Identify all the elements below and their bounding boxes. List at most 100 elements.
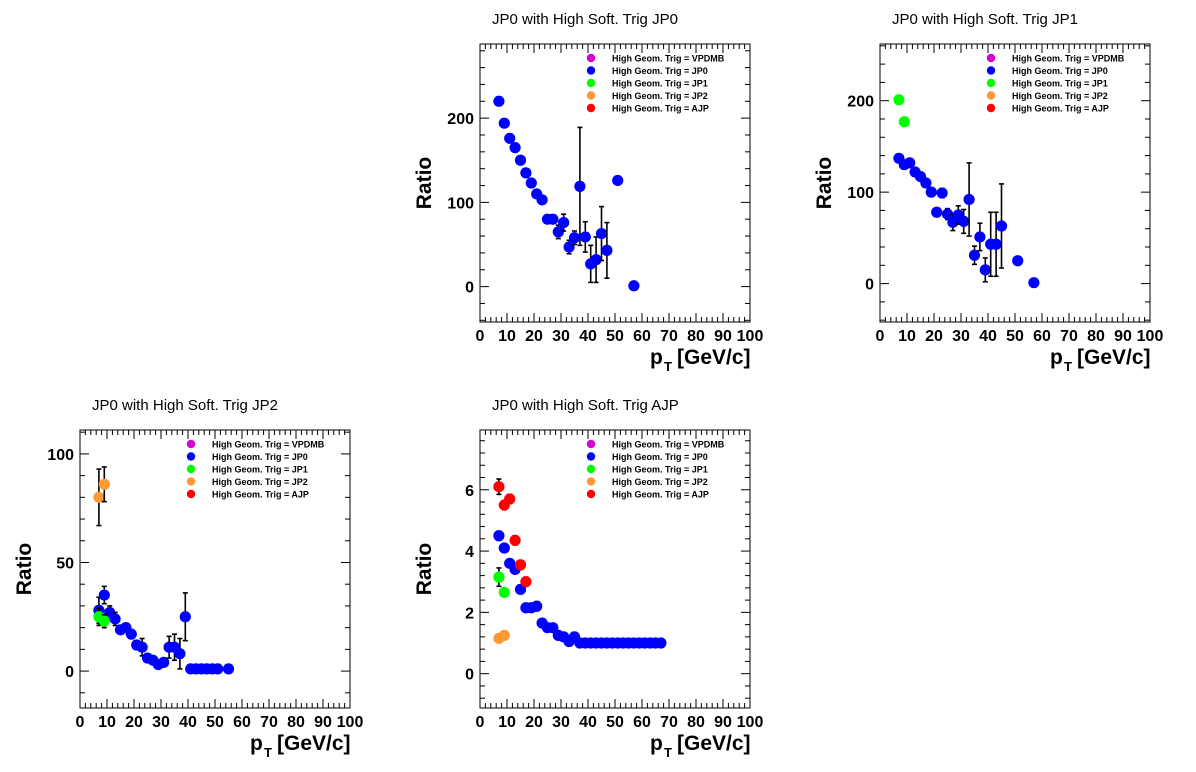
x-tick-label: 100 (737, 328, 764, 345)
data-point (222, 663, 235, 675)
legend-marker (586, 66, 596, 75)
x-tick-label: 60 (233, 714, 251, 731)
chart-title: JP0 with High Soft. Trig JP1 (892, 11, 1078, 28)
chart-svg: JP0 with High Soft. Trig JP1 0 10 20 30 40 50 6… (813, 11, 1163, 374)
chart-panel-jp1: JP0 with High Soft. Trig JP1 0 10 20 30 40 50 6… (800, 0, 1196, 386)
data-point (493, 95, 505, 107)
x-axis-label-unit: [GeV/c] (277, 732, 351, 755)
x-tick-label: 60 (633, 714, 651, 731)
x-tick-label: 20 (125, 714, 143, 731)
x-axis-label-main: p (250, 732, 263, 755)
legend-marker (186, 464, 196, 474)
data-point (498, 117, 510, 129)
data-point (628, 280, 640, 292)
legend-marker (586, 452, 596, 461)
x-axis-label-subscript: T (264, 745, 272, 760)
x-tick-label: 40 (579, 328, 597, 345)
y-tick-label: 50 (56, 555, 74, 572)
y-axis-label: Ratio (813, 157, 836, 210)
data-series (93, 585, 235, 675)
data-point (136, 641, 148, 653)
data-point (595, 227, 608, 240)
chart-panel-ajp: JP0 with High Soft. Trig AJP 0 10 20 30 40 50 6… (400, 386, 800, 772)
data-point (514, 154, 527, 166)
x-tick-label: 30 (552, 714, 570, 731)
legend: High Geom. Trig = VPDMB High Geom. Trig =… (186, 440, 325, 500)
chart-panel-jp0: JP0 with High Soft. Trig JP0 0 10 20 30 40 50 6… (400, 0, 800, 386)
x-tick-label: 40 (979, 328, 997, 345)
x-axis-label: p T [GeV/c] (650, 732, 751, 760)
data-point (514, 559, 527, 571)
legend-entry-label: High Geom. Trig = VPDMB (612, 440, 725, 450)
legend-entry-label: High Geom. Trig = JP0 (612, 66, 708, 76)
data-point (990, 238, 1002, 250)
legend-marker (186, 452, 196, 461)
y-tick-label: 0 (465, 667, 474, 684)
x-axis-label-subscript: T (664, 745, 672, 760)
x-tick-label: 70 (1060, 328, 1078, 345)
x-axis-label-unit: [GeV/c] (677, 732, 751, 755)
x-tick-label: 50 (606, 714, 624, 731)
legend-marker (586, 489, 596, 499)
data-point (498, 542, 510, 554)
x-tick-label: 10 (898, 328, 916, 345)
data-point (579, 231, 591, 243)
data-point (904, 157, 916, 169)
legend-entry-label: High Geom. Trig = JP0 (612, 452, 708, 462)
x-tick-label: 70 (660, 328, 678, 345)
x-tick-label: 40 (179, 714, 197, 731)
data-point (925, 186, 937, 198)
legend-entry-label: High Geom. Trig = JP0 (212, 452, 308, 462)
legend-marker (586, 477, 596, 486)
legend-entry-label: High Geom. Trig = AJP (212, 490, 309, 500)
data-point (493, 481, 505, 493)
data-point (498, 629, 510, 641)
data-point (504, 132, 516, 144)
chart-panel-jp2: JP0 with High Soft. Trig JP2 0 10 20 30 40 50 6… (0, 386, 400, 772)
data-point (979, 264, 991, 276)
data-point (520, 167, 532, 179)
legend-entry-label: High Geom. Trig = AJP (612, 490, 709, 500)
x-tick-label: 40 (579, 714, 597, 731)
data-point (552, 226, 564, 238)
y-tick-label: 2 (465, 605, 474, 622)
y-tick-label: 0 (865, 277, 874, 294)
data-series (93, 607, 110, 629)
legend-marker (986, 78, 996, 88)
legend-entry-label: High Geom. Trig = VPDMB (1012, 54, 1125, 64)
x-tick-label: 100 (337, 714, 364, 731)
x-axis-label: p T [GeV/c] (1050, 346, 1151, 374)
data-point (958, 215, 970, 228)
x-axis-label-unit: [GeV/c] (677, 346, 751, 369)
data-series (93, 466, 110, 527)
chart-svg: JP0 with High Soft. Trig JP0 0 10 20 30 40 50 6… (413, 11, 764, 374)
x-tick-label: 30 (952, 328, 970, 345)
x-axis-label-main: p (650, 346, 663, 369)
x-axis-label-subscript: T (664, 359, 672, 374)
x-tick-label: 90 (1114, 328, 1132, 345)
data-point (179, 611, 191, 623)
legend-entry-label: High Geom. Trig = JP2 (1012, 91, 1108, 101)
legend-entry-label: High Geom. Trig = JP1 (1012, 79, 1108, 89)
x-axis-label-main: p (650, 732, 663, 755)
x-tick-label: 0 (876, 328, 885, 345)
x-tick-label: 80 (287, 714, 305, 731)
legend-marker (586, 53, 596, 63)
data-point (547, 213, 559, 225)
x-axis-label-unit: [GeV/c] (1077, 346, 1151, 369)
y-tick-label: 6 (465, 483, 474, 500)
x-tick-label: 60 (633, 328, 651, 345)
legend-marker (986, 53, 996, 63)
data-point (568, 232, 581, 244)
x-tick-label: 70 (660, 714, 678, 731)
data-series (493, 478, 532, 588)
data-point (558, 216, 570, 229)
data-series (493, 95, 640, 292)
data-point (563, 241, 575, 253)
legend: High Geom. Trig = VPDMB High Geom. Trig =… (986, 53, 1125, 114)
data-point (498, 586, 510, 599)
data-point (893, 94, 905, 106)
data-point (655, 637, 667, 649)
y-axis-label: Ratio (413, 543, 436, 596)
data-point (98, 478, 110, 490)
